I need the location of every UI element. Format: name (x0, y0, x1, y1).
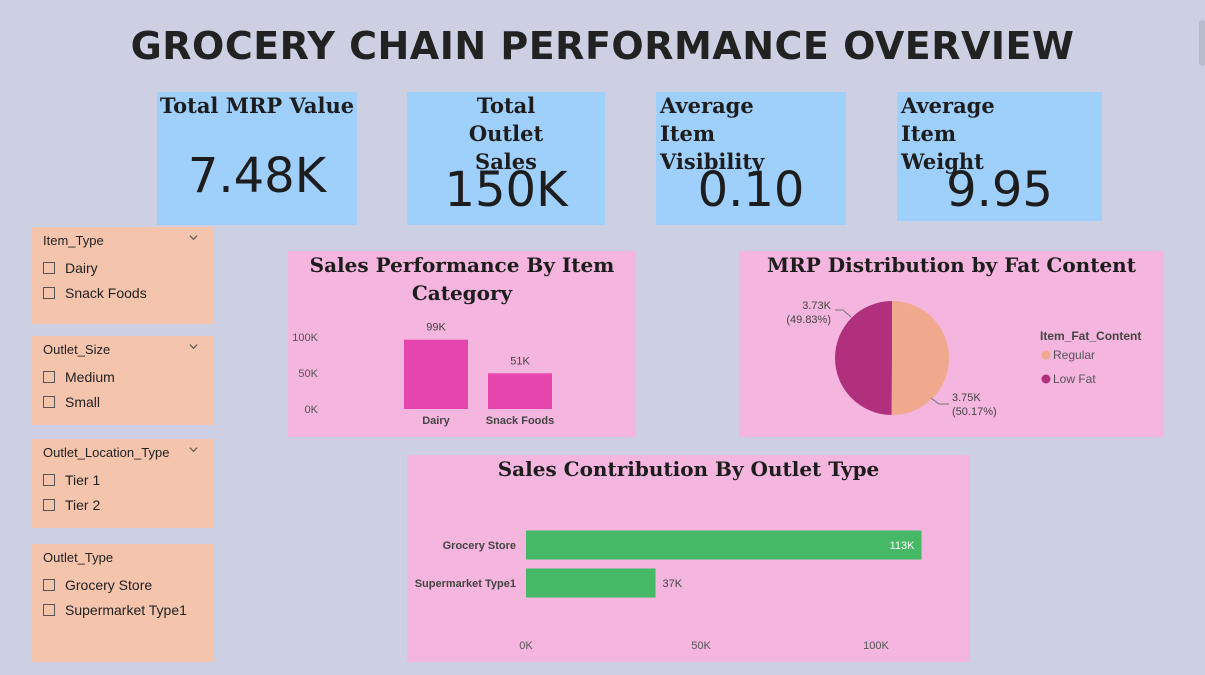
slicer-item-type: Item_Type Dairy Snack Foods (31, 227, 214, 324)
leader-line (930, 397, 949, 405)
checkbox[interactable] (43, 396, 55, 408)
checkbox[interactable] (43, 499, 55, 511)
y-tick-label: 100K (292, 332, 318, 344)
kpi-card-avg-weight[interactable]: Average Item Weight 9.95 (897, 92, 1102, 221)
scrollbar[interactable] (1199, 20, 1205, 66)
slicer-title: Outlet_Location_Type (43, 445, 170, 460)
legend-marker (1041, 374, 1051, 384)
checkbox[interactable] (43, 474, 55, 486)
chart-panel-outlet-type: Sales Contribution By Outlet Type Grocer… (407, 455, 970, 662)
option-label: Medium (65, 369, 115, 385)
x-tick-label: 50K (691, 640, 711, 652)
x-tick-label: Dairy (422, 415, 450, 427)
option-label: Supermarket Type1 (65, 602, 187, 618)
checkbox[interactable] (43, 604, 55, 616)
legend-label: Regular (1053, 348, 1095, 362)
leader-line (835, 309, 852, 318)
chart-title: Sales Contribution By Outlet Type (497, 457, 880, 481)
option-label: Small (65, 394, 101, 410)
kpi-card-avg-visibility[interactable]: Average Item Visibility 0.10 (656, 92, 846, 225)
pie-slice-low-fat (835, 301, 892, 415)
option-label: Tier 1 (65, 472, 101, 488)
bar-grocery-store (526, 530, 922, 560)
slice-pct: (49.83%) (786, 314, 831, 326)
kpi-label: Average Item Weight (901, 93, 995, 174)
slicer-option-tier-2[interactable]: Tier 2 (43, 497, 202, 513)
slicer-option-small[interactable]: Small (43, 394, 202, 410)
checkbox[interactable] (43, 371, 55, 383)
slicer-option-dairy[interactable]: Dairy (43, 260, 202, 276)
data-label: 113K (890, 540, 916, 552)
x-tick-label: 100K (863, 640, 889, 652)
slice-pct: (50.17%) (952, 406, 997, 418)
slice-label: 3.75K (952, 392, 981, 404)
slicer-title: Outlet_Type (43, 550, 114, 565)
slicer-option-grocery-store[interactable]: Grocery Store (43, 577, 202, 593)
kpi-card-total-mrp[interactable]: Total MRP Value 7.48K (157, 92, 357, 225)
pie-slice-regular (891, 301, 949, 415)
checkbox[interactable] (43, 287, 55, 299)
chart-fat-content: 3.75K (50.17%) 3.73K (49.83%) Item_Fat_Conte… (786, 300, 1141, 418)
x-tick-label: 0K (519, 640, 533, 652)
legend-title: Item_Fat_Content (1040, 329, 1141, 343)
bar-snack-foods (488, 373, 552, 409)
chevron-down-icon[interactable] (189, 342, 198, 351)
slicer-outlet-size: Outlet_Size Medium Small (31, 336, 214, 425)
chart-panel-item-category: Sales Performance By Item Category 0K 50K… (288, 251, 636, 437)
checkbox[interactable] (43, 262, 55, 274)
slicer-title: Outlet_Size (43, 342, 111, 357)
kpi-label: Average Item Visibility (660, 93, 765, 174)
kpi-value: 150K (444, 162, 568, 218)
slicer-option-tier-1[interactable]: Tier 1 (43, 472, 202, 488)
kpi-card-total-sales[interactable]: Total Outlet Sales 150K (407, 92, 605, 225)
slice-label: 3.73K (802, 300, 831, 312)
chart-title: Sales Performance By Item Category (309, 253, 615, 305)
chevron-down-icon[interactable] (189, 233, 198, 242)
kpi-label: Total MRP Value (159, 93, 355, 118)
chart-title: MRP Distribution by Fat Content (767, 253, 1136, 277)
bar-supermarket-type1 (526, 568, 656, 598)
checkbox[interactable] (43, 579, 55, 591)
slicer-option-supermarket-type1[interactable]: Supermarket Type1 (43, 602, 202, 618)
slicer-option-medium[interactable]: Medium (43, 369, 202, 385)
kpi-value: 9.95 (946, 162, 1053, 218)
option-label: Snack Foods (65, 285, 147, 301)
slicer-outlet-location-type: Outlet_Location_Type Tier 1 Tier 2 (31, 439, 214, 528)
y-tick-label: 50K (298, 368, 318, 380)
chevron-down-icon[interactable] (189, 445, 198, 454)
y-tick-label: Grocery Store (443, 540, 516, 552)
kpi-value: 0.10 (697, 162, 805, 218)
chart-panel-fat-content: MRP Distribution by Fat Content 3.75K (50… (739, 251, 1164, 437)
y-tick-label: 0K (305, 404, 319, 416)
x-tick-label: Snack Foods (486, 415, 554, 427)
chart-item-category: 0K 50K 100K 99K Dairy 51K Snack Foods (292, 322, 554, 427)
dashboard-title: GROCERY CHAIN PERFORMANCE OVERVIEW (130, 24, 1075, 68)
legend-marker (1041, 350, 1051, 360)
bar-dairy (404, 339, 468, 409)
slicer-outlet-type: Outlet_Type Grocery Store Supermarket Ty… (31, 544, 214, 662)
option-label: Grocery Store (65, 577, 153, 593)
slicer-title: Item_Type (43, 233, 104, 248)
data-label: 37K (663, 578, 683, 590)
kpi-label: Total Outlet Sales (468, 93, 544, 174)
chart-outlet-type: Grocery Store 113K Supermarket Type1 37K 0K 5… (415, 530, 922, 652)
data-label: 99K (426, 322, 446, 334)
slicer-option-snack-foods[interactable]: Snack Foods (43, 285, 202, 301)
data-label: 51K (510, 355, 530, 367)
legend-label: Low Fat (1053, 372, 1096, 386)
option-label: Tier 2 (65, 497, 101, 513)
y-tick-label: Supermarket Type1 (415, 578, 516, 590)
kpi-value: 7.48K (187, 148, 327, 204)
option-label: Dairy (65, 260, 98, 276)
